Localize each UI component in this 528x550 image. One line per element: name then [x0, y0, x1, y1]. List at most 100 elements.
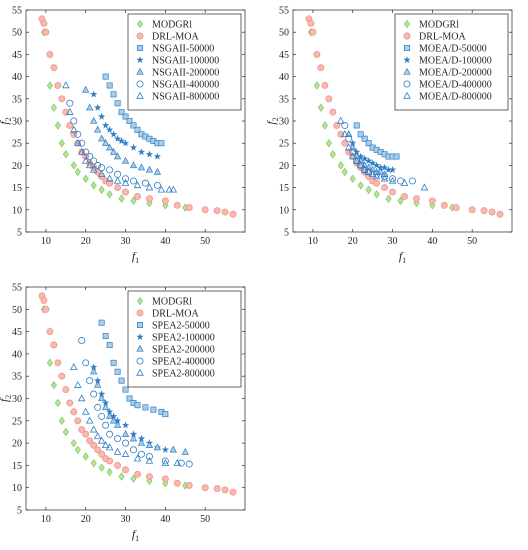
data-point [97, 394, 106, 402]
series-spea2-50000 [98, 319, 169, 418]
y-axis-label: f2 [0, 395, 13, 402]
data-point [145, 452, 153, 460]
data-point [364, 167, 373, 175]
series-modgrl [307, 28, 456, 212]
data-point [118, 194, 125, 203]
data-point [122, 113, 129, 120]
data-point [106, 82, 113, 89]
data-point [145, 473, 153, 480]
data-point [307, 19, 315, 27]
data-point [373, 170, 381, 178]
data-point [337, 161, 344, 170]
data-point [106, 190, 113, 199]
series-spea2-400000 [78, 337, 193, 468]
legend-marker [403, 56, 411, 64]
data-point [365, 185, 372, 194]
legend-marker [136, 368, 144, 376]
data-point [62, 150, 69, 159]
data-point [77, 394, 86, 402]
data-point [46, 81, 53, 90]
data-point [50, 380, 57, 390]
data-point [357, 131, 364, 138]
x-tick-label: 50 [467, 236, 477, 247]
data-point [368, 159, 377, 167]
data-point [62, 81, 70, 89]
data-point [102, 73, 109, 80]
x-axis-label: f1 [132, 527, 139, 543]
data-point [368, 170, 377, 178]
data-point [126, 118, 133, 124]
data-point [380, 163, 389, 171]
x-tick-label: 30 [121, 514, 131, 525]
data-point [145, 183, 154, 191]
data-point [117, 137, 126, 145]
data-point [106, 457, 114, 465]
data-point [102, 333, 109, 340]
data-point [121, 421, 130, 429]
data-point [165, 185, 174, 193]
data-point [105, 126, 114, 133]
x-tick-label: 40 [160, 236, 170, 247]
legend-entry: MODGRl [152, 297, 192, 308]
y-tick-label: 20 [279, 161, 289, 172]
data-point [113, 447, 122, 455]
data-point [113, 421, 122, 428]
data-point [70, 408, 78, 416]
data-point [70, 363, 78, 371]
data-point [90, 459, 97, 468]
data-point [81, 407, 90, 415]
data-point [440, 201, 448, 209]
x-tick-label: 10 [41, 236, 51, 247]
series-moea-d-50000 [353, 122, 400, 160]
data-point [66, 107, 74, 115]
data-point [109, 416, 118, 424]
y-tick-label: 55 [12, 283, 22, 294]
data-point [122, 439, 130, 447]
data-point [412, 195, 420, 203]
y-tick-label: 10 [12, 205, 22, 216]
data-point [74, 445, 81, 454]
data-point [54, 359, 62, 367]
data-point [70, 125, 78, 133]
data-point [122, 386, 129, 393]
data-point [73, 380, 82, 388]
data-point [141, 179, 149, 187]
data-point [137, 450, 145, 458]
data-point [364, 163, 373, 171]
data-point [372, 172, 381, 180]
legend-entry: NSGAII-50000 [152, 44, 214, 55]
data-point [153, 152, 162, 160]
y-tick-label: 55 [279, 6, 289, 17]
data-point [113, 152, 122, 160]
y-tick-label: 20 [12, 439, 22, 450]
data-point [40, 296, 48, 304]
data-point [381, 184, 389, 192]
data-point [201, 484, 209, 492]
y-tick-label: 50 [12, 28, 22, 39]
data-point [133, 454, 142, 462]
data-point [101, 403, 110, 411]
data-point [352, 156, 361, 164]
data-point [393, 153, 400, 160]
data-point [397, 196, 404, 206]
data-point [101, 139, 110, 146]
data-point [349, 174, 356, 183]
y-tick-label: 5 [17, 506, 22, 517]
data-point [77, 147, 86, 155]
data-point [376, 167, 385, 175]
data-point [388, 165, 397, 173]
data-point [145, 195, 153, 203]
series-spea2-200000 [90, 367, 189, 455]
x-tick-label: 30 [121, 236, 131, 247]
legend-entry: DRL-MOA [419, 32, 466, 43]
data-point [317, 64, 325, 72]
data-point [313, 50, 321, 58]
y-axis-label: f2 [264, 117, 280, 124]
data-point [389, 188, 396, 196]
y-tick-label: 50 [12, 305, 22, 316]
data-point [213, 485, 221, 493]
y-tick-label: 15 [279, 183, 289, 194]
data-point [158, 140, 165, 147]
legend-marker [403, 91, 411, 99]
data-point [113, 134, 122, 142]
